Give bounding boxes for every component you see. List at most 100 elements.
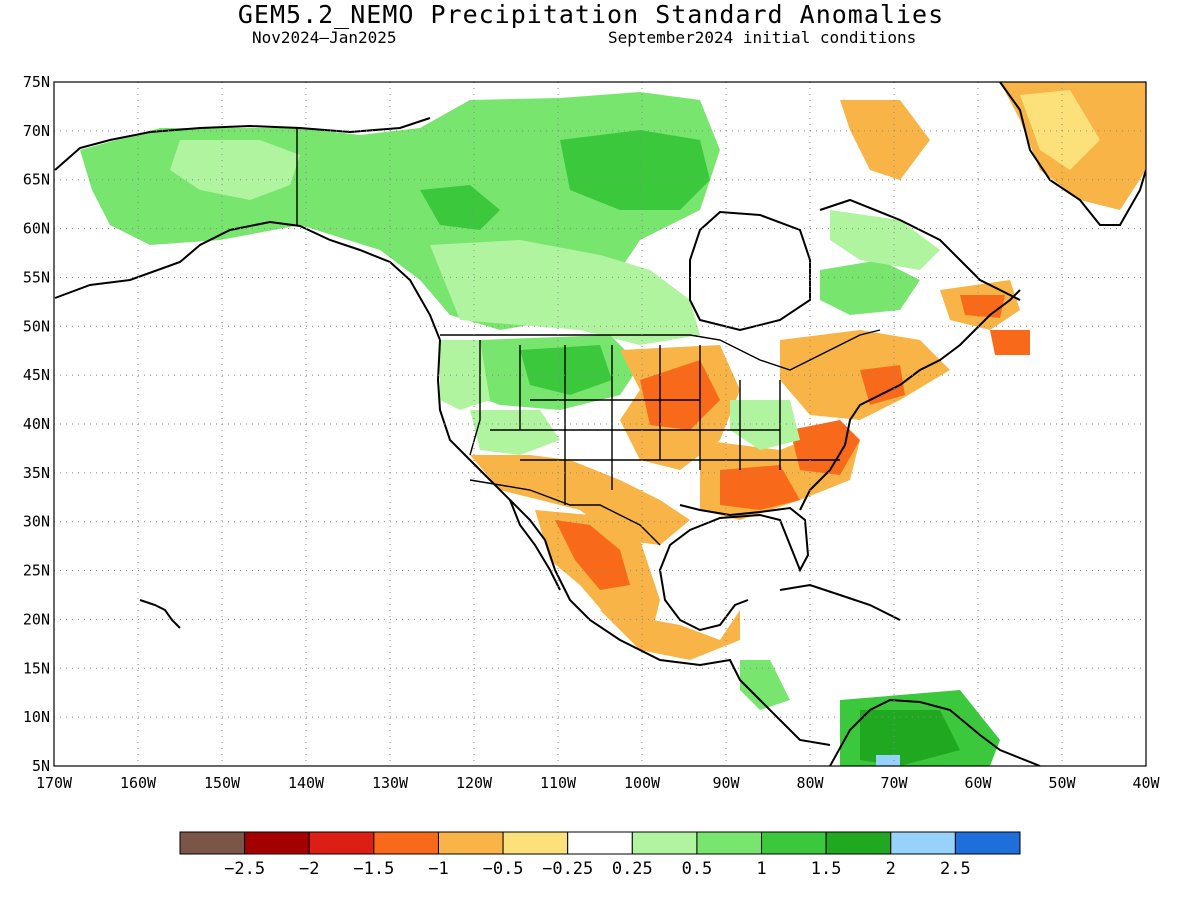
border-us-mexico <box>469 479 661 546</box>
coastline-gulf <box>658 504 810 632</box>
colorbar-swatch <box>502 831 569 855</box>
anomaly-region-south-america-very-wet <box>860 710 960 766</box>
lat-tick-label: 5N <box>32 757 50 775</box>
anomaly-region-baffin-dry <box>840 100 930 180</box>
colorbar-label: 0.5 <box>682 859 713 879</box>
coastline-hawaii <box>139 599 181 629</box>
lat-tick-label: 75N <box>23 73 50 91</box>
anomaly-region-bc-wet <box>420 185 500 230</box>
lat-tick-label: 50N <box>23 317 50 335</box>
anomaly-field <box>80 82 1146 766</box>
lat-tick-label: 35N <box>23 464 50 482</box>
colorbar-swatch <box>437 831 504 855</box>
forecast-period: Nov2024–Jan2025 <box>252 28 397 47</box>
map-title: GEM5.2_NEMO Precipitation Standard Anoma… <box>237 0 945 29</box>
anomaly-region-yukon-wet <box>170 140 300 200</box>
colorbar-label: −0.25 <box>542 859 593 879</box>
lat-tick-label: 65N <box>23 171 50 189</box>
anomaly-region-montana-wet <box>520 345 612 395</box>
anomaly-region-canada-light-wet <box>430 240 700 345</box>
political-boundaries <box>296 128 881 546</box>
lat-tick-label: 60N <box>23 220 50 238</box>
colorbar-label: 1 <box>756 859 766 879</box>
anomaly-region-quebec-wet <box>830 210 940 270</box>
coastline-greenland <box>999 82 1146 226</box>
lat-tick-label: 20N <box>23 610 50 628</box>
colorbar-label: 2 <box>886 859 896 879</box>
lat-tick-label: 70N <box>23 122 50 140</box>
anomaly-region-mexico-very-dry <box>555 520 630 590</box>
initial-conditions: September2024 initial conditions <box>608 28 917 47</box>
anomaly-region-great-basin-wet <box>470 410 560 455</box>
lon-tick-label: 100W <box>624 774 661 792</box>
border-states-w <box>469 340 840 505</box>
colorbar-swatch <box>825 831 892 855</box>
colorbar-swatch <box>696 831 763 855</box>
colorbar-swatch <box>179 831 246 855</box>
longitude-axis: 170W 160W 150W 140W 130W 120W 110W 100W 90W 80W 70… <box>36 774 1161 792</box>
colorbar-swatch <box>567 831 633 855</box>
colorbar-swatch <box>890 831 956 855</box>
lat-tick-label: 15N <box>23 659 50 677</box>
colorbar-swatch <box>244 831 310 855</box>
anomaly-region-nova-scotia-dry <box>990 330 1030 355</box>
colorbar-label: −1.5 <box>353 859 394 879</box>
colorbar-label: −0.5 <box>483 859 524 879</box>
colorbar-label: −1 <box>428 859 448 879</box>
lon-tick-label: 50W <box>1048 774 1076 792</box>
coastline-hudson-bay <box>689 210 811 332</box>
colorbar-label: −2.5 <box>224 859 265 879</box>
latitude-axis: 75N 70N 65N 60N 55N 50N 45N 40N 35N 30N 25N 20N 15N 1… <box>23 73 50 775</box>
coastline-south-america <box>829 698 1041 766</box>
lon-tick-label: 70W <box>880 774 908 792</box>
lon-tick-label: 170W <box>36 774 73 792</box>
coastline-labrador <box>819 198 1021 301</box>
anomaly-region-greenland-slight-dry <box>1020 90 1100 170</box>
anomaly-region-eastern-wet <box>730 400 800 450</box>
lat-tick-label: 25N <box>23 562 50 580</box>
lon-tick-label: 160W <box>120 774 157 792</box>
anomaly-region-south-mexico-dry <box>600 610 740 660</box>
anomaly-region-nw-light-wet <box>440 340 490 410</box>
anomaly-region-central-america-wet <box>740 660 790 710</box>
lat-tick-label: 45N <box>23 366 50 384</box>
lon-tick-label: 80W <box>796 774 824 792</box>
lat-tick-label: 40N <box>23 415 50 433</box>
border-us-canada <box>440 329 881 371</box>
anomaly-region-labrador-wet <box>820 260 920 315</box>
lat-tick-label: 30N <box>23 513 50 531</box>
lon-tick-label: 130W <box>372 774 409 792</box>
colorbar-swatch <box>308 831 375 855</box>
plot-frame <box>53 81 1147 767</box>
colorbar-swatch <box>631 831 698 855</box>
colorbar-label: 1.5 <box>811 859 842 879</box>
colorbar-label: 2.5 <box>940 859 971 879</box>
lon-tick-label: 110W <box>540 774 577 792</box>
colorbar: −2.5 −2 −1.5 −1 −0.5 −0.25 0.25 0.5 1 1.5 2 2.5 <box>179 831 1021 879</box>
lon-tick-label: 40W <box>1132 774 1160 792</box>
anomaly-region-venezuela-extreme-wet <box>876 755 900 766</box>
colorbar-swatch <box>373 831 439 855</box>
lon-tick-label: 140W <box>288 774 325 792</box>
coastline-west-us <box>436 339 831 746</box>
colorbar-label: −2 <box>299 859 319 879</box>
colorbar-swatch <box>954 831 1021 855</box>
lon-tick-label: 90W <box>712 774 740 792</box>
anomaly-region-nunavut-wet <box>560 130 710 210</box>
anomaly-region-newfoundland-very-dry <box>960 295 1005 318</box>
coastline-cuba <box>779 583 901 621</box>
lon-tick-label: 120W <box>456 774 493 792</box>
coastline-east-us <box>799 289 1021 511</box>
anomaly-region-gulf-very-dry <box>720 465 800 510</box>
lat-tick-label: 10N <box>23 708 50 726</box>
colorbar-label: 0.25 <box>612 859 653 879</box>
coastline-alaska-north <box>54 117 431 171</box>
graticule <box>54 82 1146 766</box>
lat-tick-label: 55N <box>23 268 50 286</box>
lon-tick-label: 60W <box>964 774 992 792</box>
coastline-baja <box>509 499 561 591</box>
anomaly-region-carolina-very-dry <box>790 420 860 475</box>
lon-tick-label: 150W <box>204 774 241 792</box>
colorbar-swatch <box>761 831 827 855</box>
